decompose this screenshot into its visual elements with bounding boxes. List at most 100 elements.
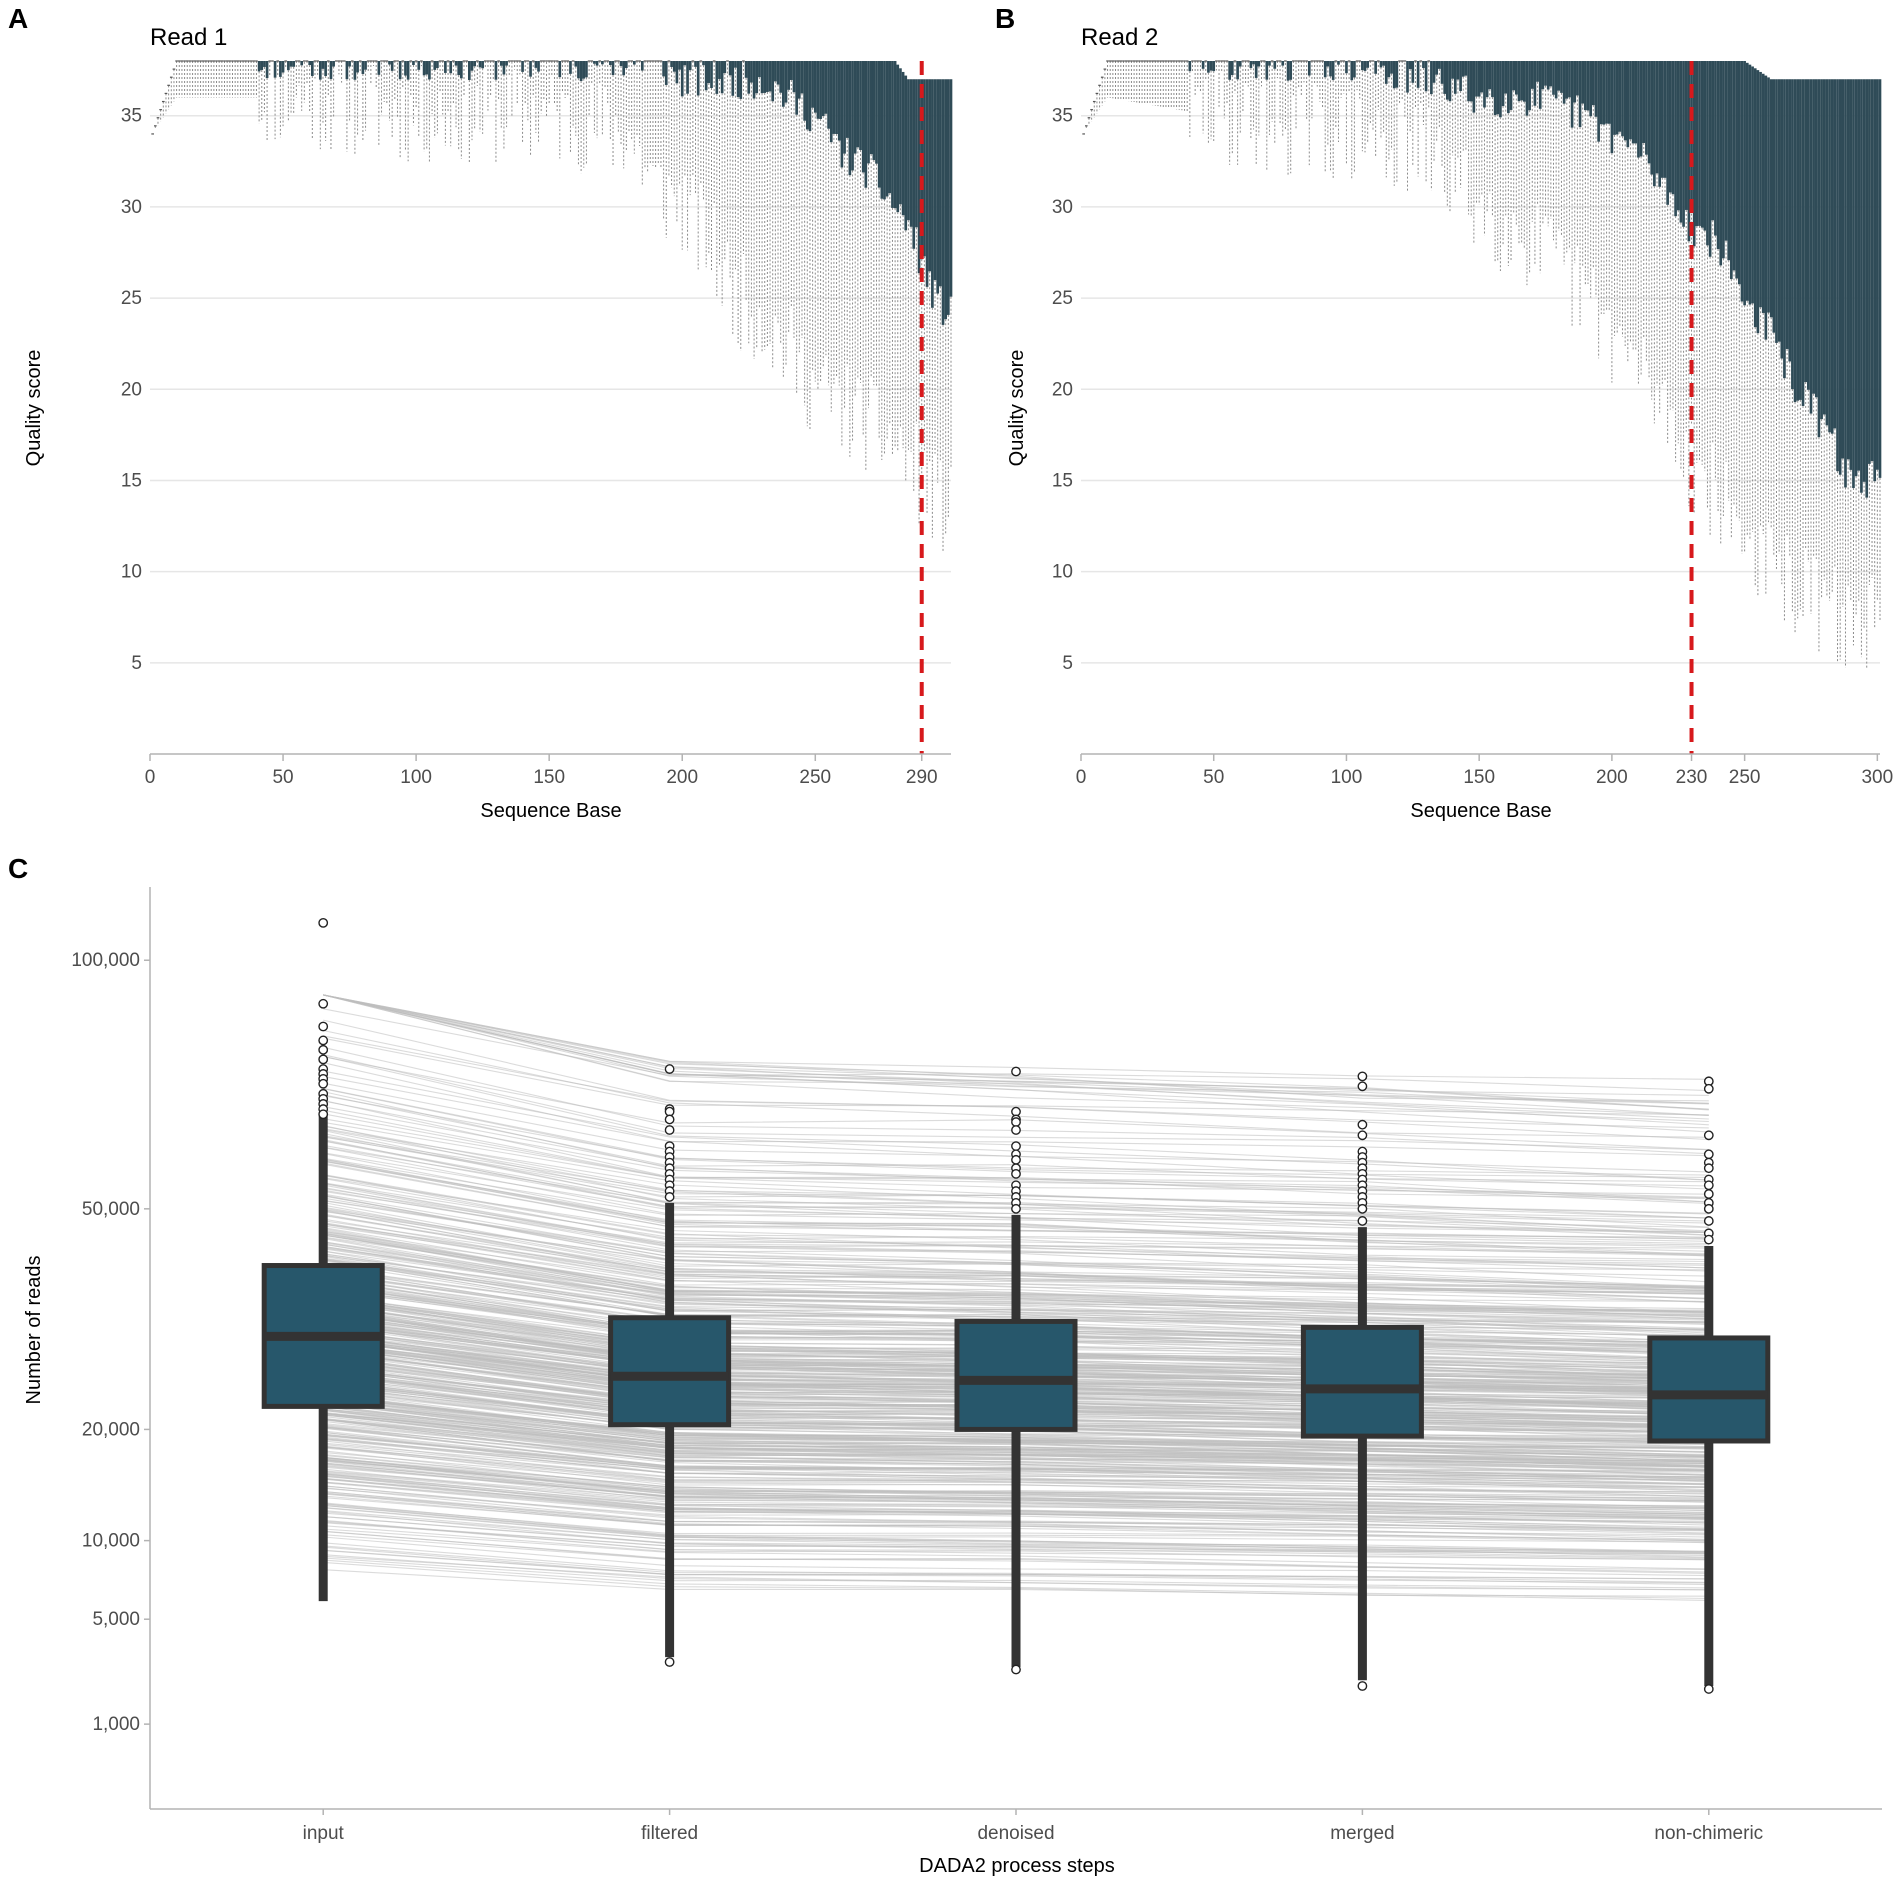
quality-box bbox=[1445, 61, 1449, 100]
quality-box bbox=[1761, 73, 1765, 313]
quality-box bbox=[1350, 61, 1354, 81]
quality-box bbox=[1469, 61, 1473, 102]
x-tick-label: filtered bbox=[641, 1823, 698, 1844]
outlier-point bbox=[1357, 1130, 1368, 1141]
quality-box bbox=[856, 61, 860, 148]
quality-box bbox=[404, 61, 407, 76]
quality-box bbox=[361, 61, 365, 74]
quality-box bbox=[1522, 61, 1526, 102]
quality-box bbox=[1578, 61, 1582, 128]
quality-box bbox=[707, 61, 711, 84]
quality-box bbox=[1390, 61, 1393, 74]
quality-box bbox=[939, 79, 942, 287]
quality-box bbox=[688, 61, 692, 71]
quality-box bbox=[398, 61, 402, 80]
quality-box bbox=[723, 61, 727, 74]
quality-box bbox=[1576, 61, 1579, 96]
y-tick-label: 20 bbox=[1052, 379, 1073, 400]
y-tick-label: 20 bbox=[121, 379, 142, 400]
quality-box bbox=[1456, 61, 1460, 80]
quality-box bbox=[460, 61, 463, 79]
quality-box bbox=[774, 61, 777, 82]
quality-box bbox=[893, 61, 897, 209]
quality-box bbox=[577, 61, 580, 79]
quality-box bbox=[1602, 61, 1606, 125]
quality-box bbox=[1329, 61, 1332, 77]
quality-box bbox=[1650, 61, 1654, 175]
outlier-point bbox=[1357, 1119, 1368, 1130]
quality-box bbox=[1589, 61, 1592, 117]
y-tick-label: 35 bbox=[1052, 106, 1073, 127]
quality-box bbox=[1684, 61, 1688, 210]
quality-box bbox=[872, 61, 876, 161]
y-tick-label: 5 bbox=[131, 653, 142, 674]
quality-box bbox=[1504, 61, 1508, 94]
quality-box bbox=[1406, 61, 1409, 93]
x-tick-label: 230 bbox=[1676, 767, 1708, 788]
quality-box bbox=[1838, 79, 1842, 475]
quality-box bbox=[1833, 79, 1837, 429]
quality-box bbox=[1331, 61, 1335, 80]
quality-box bbox=[1432, 61, 1436, 83]
quality-box bbox=[1472, 61, 1476, 113]
quality-box bbox=[502, 61, 506, 75]
quality-box bbox=[1801, 79, 1805, 406]
outlier-point bbox=[1703, 1180, 1714, 1191]
quality-box bbox=[457, 61, 461, 76]
quality-box bbox=[1326, 61, 1330, 67]
quality-box bbox=[1788, 79, 1792, 362]
quality-box bbox=[917, 79, 921, 274]
y-tick-label: 35 bbox=[121, 106, 142, 127]
quality-box bbox=[1769, 79, 1773, 318]
quality-box bbox=[1549, 61, 1553, 87]
y-tick-label: 15 bbox=[1052, 470, 1073, 491]
quality-box bbox=[412, 61, 415, 65]
quality-box bbox=[1679, 61, 1683, 223]
quality-box bbox=[1323, 61, 1327, 78]
x-tick-label: 150 bbox=[533, 767, 565, 788]
quality-box bbox=[867, 61, 870, 164]
quality-box bbox=[851, 61, 854, 171]
outlier-point bbox=[1703, 1083, 1714, 1094]
quality-box bbox=[808, 61, 812, 132]
quality-box bbox=[678, 61, 681, 70]
outlier-point bbox=[318, 1044, 329, 1055]
quality-box bbox=[1477, 61, 1481, 97]
x-tick-label: 200 bbox=[666, 767, 698, 788]
quality-box bbox=[1753, 68, 1757, 328]
quality-box bbox=[928, 79, 932, 272]
x-tick-label: 0 bbox=[1076, 767, 1087, 788]
quality-box bbox=[505, 61, 508, 66]
y-tick-label: 5 bbox=[1062, 653, 1073, 674]
y-tick-label: 15 bbox=[121, 470, 142, 491]
quality-box bbox=[1273, 61, 1277, 69]
quality-box bbox=[1745, 62, 1749, 301]
quality-box bbox=[1732, 61, 1736, 271]
quality-box bbox=[1671, 61, 1675, 195]
y-tick-label: 25 bbox=[121, 288, 142, 309]
sample-trajectory bbox=[323, 994, 1709, 1102]
quality-box bbox=[888, 61, 892, 194]
quality-box bbox=[1573, 61, 1577, 103]
outlier-point bbox=[1703, 1149, 1714, 1160]
x-tick-label: input bbox=[303, 1823, 345, 1844]
quality-box bbox=[390, 61, 394, 71]
panel-c-y-axis-title: Number of reads bbox=[23, 1256, 45, 1405]
quality-box bbox=[840, 61, 844, 168]
quality-box bbox=[1836, 79, 1839, 472]
panel-b: B Read 2 5 10 15 20 25 30 35 0 50 100 150 200 230 250… bbox=[995, 3, 1893, 822]
quality-box bbox=[468, 61, 471, 80]
quality-box bbox=[534, 61, 538, 68]
quality-box bbox=[904, 75, 908, 231]
quality-box bbox=[1637, 61, 1640, 158]
quality-box bbox=[1597, 61, 1600, 142]
quality-box bbox=[1793, 79, 1797, 403]
outlier-point bbox=[1703, 1684, 1714, 1694]
outlier-point bbox=[1011, 1141, 1021, 1151]
quality-box bbox=[941, 79, 945, 325]
quality-box bbox=[1257, 61, 1261, 67]
quality-box bbox=[915, 79, 918, 228]
quality-box bbox=[473, 61, 476, 67]
quality-box bbox=[1345, 61, 1348, 74]
quality-box bbox=[1626, 61, 1630, 148]
